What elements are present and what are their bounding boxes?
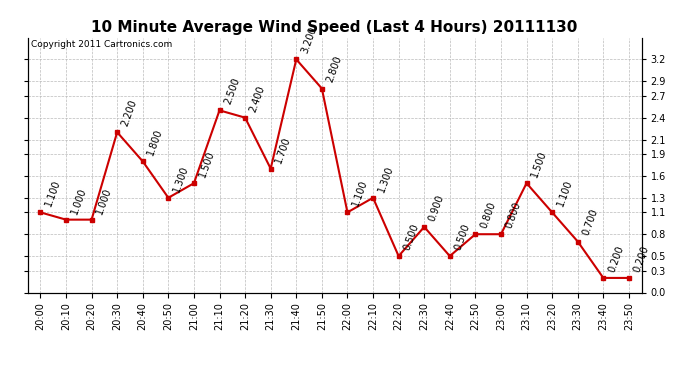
Title: 10 Minute Average Wind Speed (Last 4 Hours) 20111130: 10 Minute Average Wind Speed (Last 4 Hou… <box>92 20 578 35</box>
Text: 1.100: 1.100 <box>555 179 574 208</box>
Text: 1.000: 1.000 <box>69 186 88 215</box>
Text: 1.800: 1.800 <box>146 128 165 157</box>
Text: 1.100: 1.100 <box>43 179 62 208</box>
Text: 0.900: 0.900 <box>427 193 446 222</box>
Text: 2.800: 2.800 <box>325 55 344 84</box>
Text: 1.000: 1.000 <box>95 186 113 215</box>
Text: 1.500: 1.500 <box>530 150 549 179</box>
Text: 0.700: 0.700 <box>581 208 600 237</box>
Text: 1.300: 1.300 <box>171 164 190 194</box>
Text: 1.300: 1.300 <box>376 164 395 194</box>
Text: 0.800: 0.800 <box>504 201 523 230</box>
Text: 3.200: 3.200 <box>299 26 318 55</box>
Text: 1.700: 1.700 <box>274 135 293 164</box>
Text: 1.100: 1.100 <box>351 179 369 208</box>
Text: Copyright 2011 Cartronics.com: Copyright 2011 Cartronics.com <box>30 40 172 49</box>
Text: 0.200: 0.200 <box>632 244 651 273</box>
Text: 2.400: 2.400 <box>248 84 267 113</box>
Text: 2.500: 2.500 <box>223 76 241 106</box>
Text: 1.500: 1.500 <box>197 150 216 179</box>
Text: 2.200: 2.200 <box>120 98 139 128</box>
Text: 0.200: 0.200 <box>607 244 625 273</box>
Text: 0.800: 0.800 <box>478 201 497 230</box>
Text: 0.500: 0.500 <box>402 222 420 252</box>
Text: 0.500: 0.500 <box>453 222 472 252</box>
